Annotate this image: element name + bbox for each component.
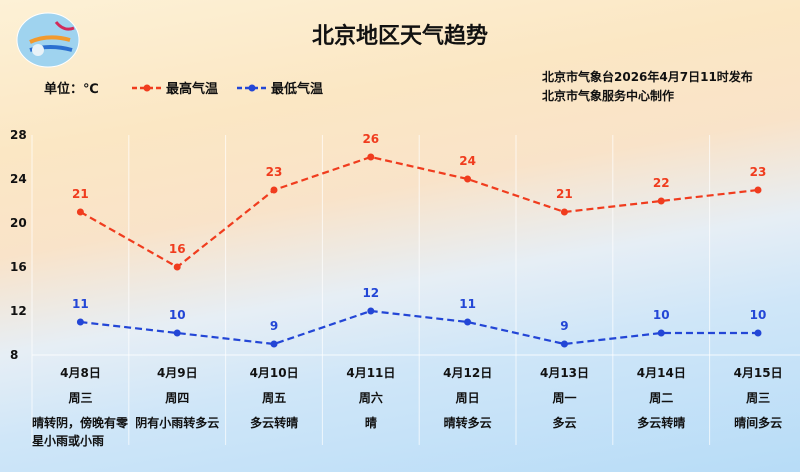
weather-label: 晴 xyxy=(364,416,377,430)
date-label: 4月10日 xyxy=(249,366,299,380)
data-label-low: 12 xyxy=(362,286,379,300)
data-point-low xyxy=(657,329,665,337)
weekday-label: 周五 xyxy=(262,391,287,405)
legend-item-high: 最高气温 xyxy=(132,78,218,97)
data-label-low: 10 xyxy=(653,308,670,322)
data-point-high xyxy=(367,153,375,161)
data-point-high xyxy=(464,175,472,183)
data-label-low: 11 xyxy=(72,297,89,311)
data-point-high xyxy=(657,197,665,205)
series-line-low xyxy=(80,309,758,346)
data-point-low xyxy=(173,329,181,337)
date-label: 4月8日 xyxy=(60,366,101,380)
date-label: 4月15日 xyxy=(733,366,783,380)
weather-label: 晴转阴，傍晚有零星小雨或小雨 xyxy=(32,416,129,448)
weather-label: 晴间多云 xyxy=(734,416,783,430)
data-point-low xyxy=(76,318,84,326)
data-label-high: 21 xyxy=(556,187,573,201)
data-label-low: 11 xyxy=(459,297,476,311)
data-label-low: 9 xyxy=(560,319,568,333)
weekday-label: 周日 xyxy=(455,391,480,405)
issuer-line1: 北京市气象台2026年4月7日11时发布 xyxy=(542,70,753,84)
data-label-high: 26 xyxy=(362,132,379,146)
page-title: 北京地区天气趋势 xyxy=(311,24,488,49)
data-point-low xyxy=(464,318,472,326)
legend-high-label: 最高气温 xyxy=(166,82,219,97)
date-label: 4月9日 xyxy=(156,366,198,380)
y-tick-label: 8 xyxy=(10,348,18,362)
issuer-line2: 北京市气象服务中心制作 xyxy=(542,89,675,103)
y-tick-label: 12 xyxy=(10,304,27,318)
y-tick-label: 16 xyxy=(10,260,27,274)
data-label-low: 10 xyxy=(169,308,186,322)
y-tick-label: 20 xyxy=(10,216,27,230)
weather-label: 多云转晴 xyxy=(250,416,299,430)
weather-label: 阴有小雨转多云 xyxy=(135,416,220,430)
weather-label: 多云转晴 xyxy=(637,416,686,430)
weekday-label: 周六 xyxy=(358,391,383,405)
data-point-low xyxy=(270,340,278,348)
weekday-label: 周一 xyxy=(552,391,577,405)
legend-low-label: 最低气温 xyxy=(271,82,324,97)
y-tick-label: 24 xyxy=(10,172,27,186)
unit-label: 单位：℃ xyxy=(44,82,99,97)
legend-low-marker-icon xyxy=(237,84,267,91)
data-label-high: 23 xyxy=(266,165,283,179)
data-point-high xyxy=(173,263,181,271)
date-label: 4月12日 xyxy=(443,366,493,380)
data-point-low xyxy=(754,329,762,337)
data-label-high: 21 xyxy=(72,187,89,201)
weather-label: 多云 xyxy=(552,416,577,430)
data-label-low: 9 xyxy=(270,319,278,333)
date-label: 4月13日 xyxy=(539,366,590,380)
data-label-high: 24 xyxy=(459,154,476,168)
data-point-low xyxy=(367,307,375,315)
weekday-label: 周二 xyxy=(649,391,674,405)
series-line-high xyxy=(79,155,759,269)
data-point-high xyxy=(560,208,568,216)
data-label-high: 22 xyxy=(653,176,670,190)
data-point-high xyxy=(76,208,84,216)
y-tick-label: 28 xyxy=(10,128,27,142)
weather-label: 晴转多云 xyxy=(443,416,492,430)
data-label-high: 16 xyxy=(169,242,186,256)
data-label-low: 10 xyxy=(750,308,767,322)
meteorological-service-logo xyxy=(16,12,80,68)
data-point-low xyxy=(560,340,568,348)
data-point-high xyxy=(270,186,278,194)
weekday-label: 周三 xyxy=(746,391,771,405)
date-label: 4月14日 xyxy=(636,366,686,380)
legend-high-marker-icon xyxy=(132,84,162,91)
data-point-high xyxy=(754,186,762,194)
weekday-label: 周三 xyxy=(68,391,93,405)
date-label: 4月11日 xyxy=(346,366,396,380)
data-label-high: 23 xyxy=(750,165,767,179)
legend-item-low: 最低气温 xyxy=(237,78,323,97)
weekday-label: 周四 xyxy=(165,391,190,405)
